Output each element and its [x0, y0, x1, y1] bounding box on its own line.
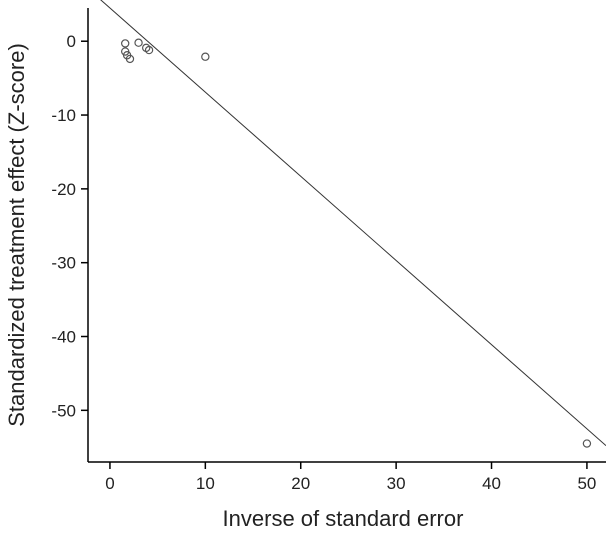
- data-points: [121, 38, 592, 448]
- y-axis-ticks: 0 -10 -20 -30 -40 -50: [51, 32, 88, 420]
- x-tick-label: 20: [291, 474, 310, 493]
- y-tick-label: -10: [51, 106, 76, 125]
- y-tick-label: 0: [67, 32, 76, 51]
- y-tick-label: -30: [51, 254, 76, 273]
- data-point: [201, 52, 210, 61]
- x-tick-label: 10: [196, 474, 215, 493]
- y-axis-title: Standardized treatment effect (Z-score): [4, 43, 29, 427]
- y-tick-label: -40: [51, 328, 76, 347]
- x-tick-label: 50: [577, 474, 596, 493]
- regression-line: [100, 0, 606, 446]
- y-tick-label: -50: [51, 401, 76, 420]
- data-point: [144, 45, 154, 55]
- y-tick-label: -20: [51, 180, 76, 199]
- data-point: [134, 38, 143, 47]
- x-axis-title: Inverse of standard error: [223, 506, 464, 531]
- x-tick-label: 30: [387, 474, 406, 493]
- data-point: [121, 39, 130, 48]
- data-point: [582, 439, 592, 448]
- x-axis-ticks: 0 10 20 30 40 50: [105, 462, 596, 493]
- x-tick-label: 40: [482, 474, 501, 493]
- data-point: [125, 54, 135, 64]
- x-tick-label: 0: [105, 474, 114, 493]
